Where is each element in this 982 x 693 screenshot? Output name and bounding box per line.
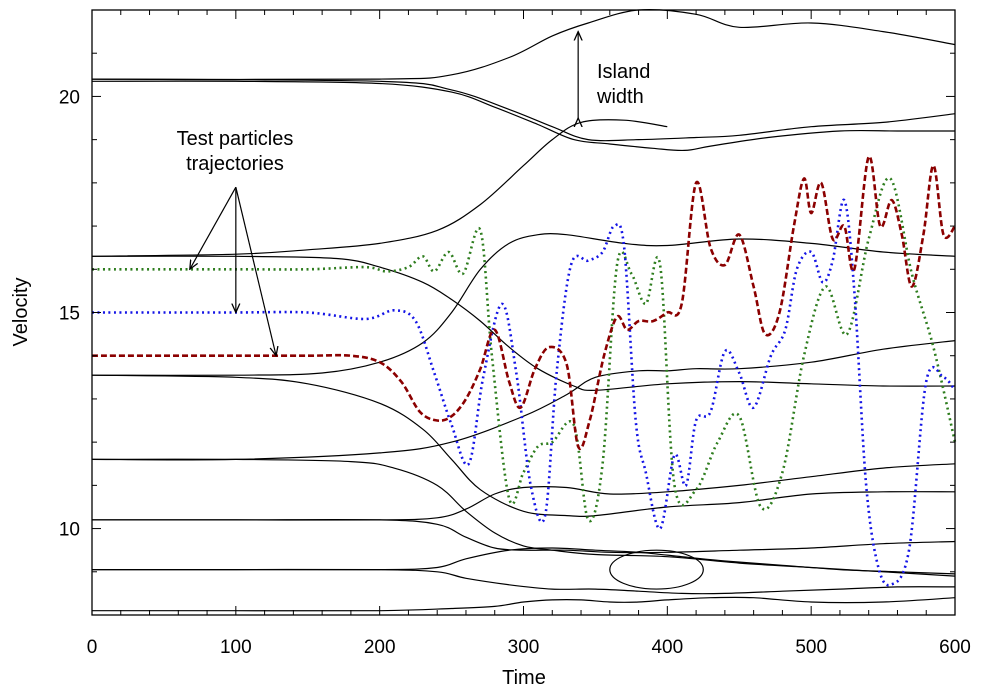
x-tick-label: 200 — [364, 637, 396, 658]
annotation-island-line2: width — [596, 86, 644, 108]
x-axis-title: Time — [502, 667, 546, 689]
x-tick-label: 0 — [87, 637, 98, 658]
annotations — [190, 32, 578, 356]
x-tick-label: 500 — [795, 637, 827, 658]
axis-tick-labels: 0 100 200 300 400 500 600 10 15 20 — [59, 87, 971, 658]
x-tick-label: 600 — [939, 637, 971, 658]
field-line-trajectory — [91, 80, 955, 152]
test-particle-arrow — [190, 186, 237, 269]
field-line-trajectory — [92, 518, 956, 554]
y-tick-label: 10 — [59, 520, 80, 541]
annotation-test-particles-line1: Test particles — [177, 128, 294, 150]
annotation-island-line1: Island — [597, 61, 650, 83]
field-line-trajectory — [91, 568, 956, 595]
x-tick-label: 300 — [508, 637, 540, 658]
island-separatrix — [609, 549, 704, 590]
test-particle-arrow — [235, 187, 276, 356]
test-particle-trajectory-dotted — [92, 176, 957, 523]
field-line-trajectory — [91, 255, 956, 391]
y-tick-label: 15 — [59, 304, 80, 325]
test-particle-trajectory-dashed — [92, 155, 957, 450]
plot-frame — [91, 9, 956, 616]
test-particle-trajectory-dotted — [92, 198, 957, 587]
y-axis-title: Velocity — [10, 278, 32, 347]
field-line-trajectory — [91, 374, 956, 517]
field-line-trajectory — [91, 233, 956, 376]
field-line-trajectory — [91, 9, 956, 81]
field-line-trajectory — [91, 78, 956, 142]
plot-lines — [91, 9, 957, 612]
axis-ticks — [91, 9, 956, 616]
x-tick-label: 400 — [651, 637, 683, 658]
field-line-trajectory — [91, 119, 668, 257]
annotation-test-particles-line2: trajectories — [186, 153, 284, 175]
field-line-trajectory — [92, 596, 956, 612]
field-line-trajectory — [91, 458, 956, 577]
x-tick-label: 100 — [220, 637, 252, 658]
y-tick-label: 20 — [59, 87, 80, 108]
